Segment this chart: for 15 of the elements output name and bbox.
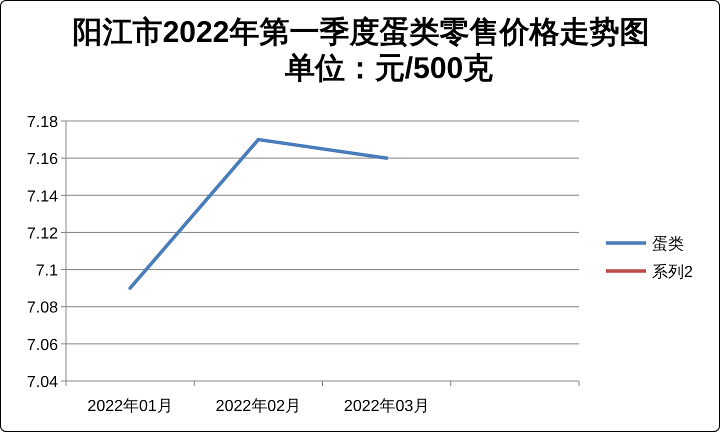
legend-label: 系列2 <box>652 263 693 281</box>
y-tick-label: 7.18 <box>26 114 58 131</box>
chart-subtitle: 单位：元/500克 <box>284 51 494 87</box>
x-tick-label: 2022年03月 <box>344 398 430 415</box>
chart-title: 阳江市2022年第一季度蛋类零售价格走势图 <box>72 16 650 49</box>
y-tick-label: 7.12 <box>26 225 58 242</box>
y-tick-label: 7.16 <box>26 151 58 168</box>
y-tick-label: 7.04 <box>26 374 58 391</box>
y-tick-label: 7.14 <box>26 188 58 206</box>
y-tick-label: 7.1 <box>36 262 58 280</box>
legend-label: 蛋类 <box>652 235 684 253</box>
x-tick-label: 2022年01月 <box>87 398 173 415</box>
y-tick-label: 7.06 <box>26 336 58 354</box>
x-tick-label: 2022年02月 <box>216 398 302 415</box>
y-tick-label: 7.08 <box>26 300 58 317</box>
